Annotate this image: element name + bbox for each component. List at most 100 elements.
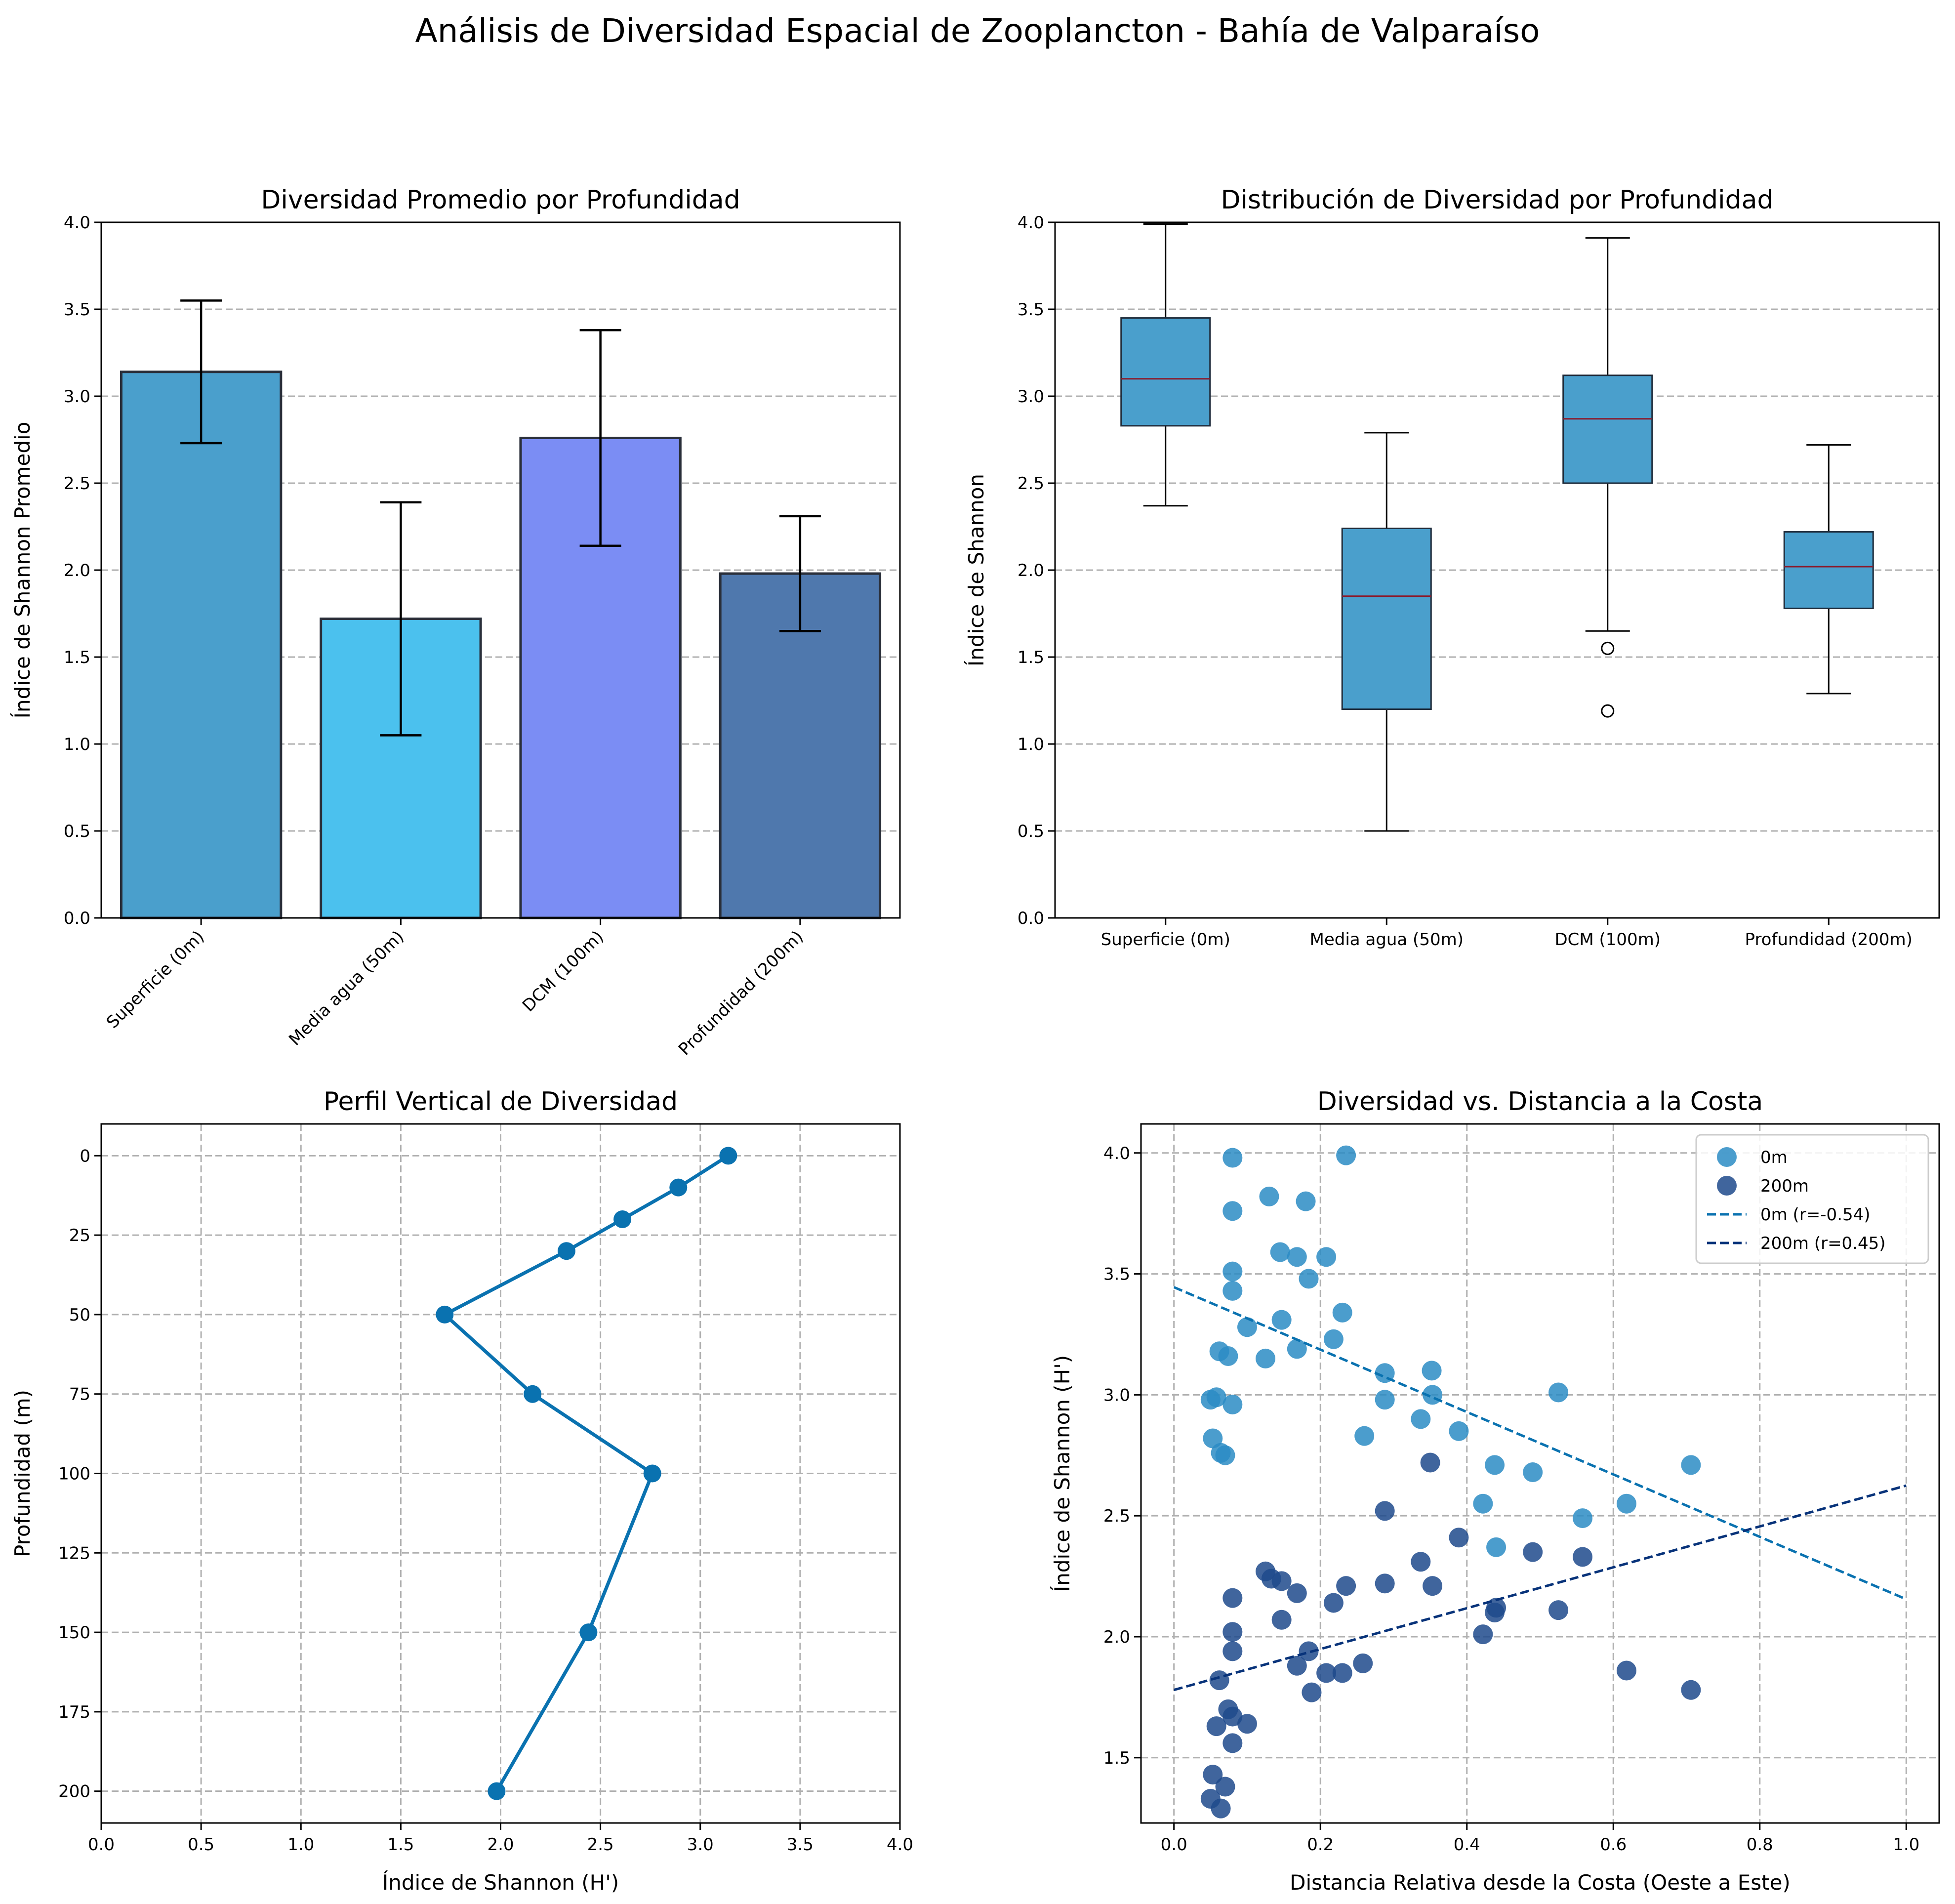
boxplot-diversity-distribution: 0.0 0.5 1.0 1.5 2.0 2.5 3.0 3.5 4.0 Superficie (0… [964, 185, 1940, 950]
scatter-point [1271, 1571, 1292, 1591]
y-tick-label: 150 [58, 1623, 90, 1643]
outlier-point [1601, 641, 1615, 655]
scatter-point [1271, 1610, 1292, 1630]
y-tick-label: 1.5 [1018, 648, 1044, 667]
profile-point [488, 1782, 506, 1800]
scatter-point [1287, 1339, 1307, 1359]
y-axis-label: Profundidad (m) [10, 1390, 35, 1557]
scatter-point [1332, 1663, 1352, 1683]
x-axis-label: Distancia Relativa desde la Costa (Oeste… [1290, 1870, 1791, 1895]
x-tick-label: 4.0 [887, 1835, 913, 1855]
scatter-point [1287, 1656, 1307, 1676]
y-axis-label: Índice de Shannon Promedio [10, 422, 35, 719]
y-tick-label: 50 [69, 1305, 90, 1325]
scatter-point [1548, 1600, 1569, 1620]
y-tick-label: 2.5 [64, 474, 90, 494]
y-tick-label: 3.0 [1103, 1385, 1130, 1405]
profile-point [669, 1178, 688, 1197]
scatter-point [1222, 1201, 1243, 1221]
scatter-point [1375, 1390, 1395, 1410]
scatter-diversity-vs-distance: 1.5 2.0 2.5 3.0 3.5 4.0 0.0 0.2 0.4 0.6 0.8 1.0 0m 20… [1050, 1087, 1940, 1895]
plot-frame [100, 1123, 901, 1824]
scatter-point [1256, 1348, 1276, 1368]
scatter-point [1270, 1242, 1290, 1262]
profile-point [643, 1464, 661, 1483]
profile-point [579, 1623, 598, 1642]
y-tick-label: 1.5 [1103, 1748, 1130, 1768]
y-tick-label: 3.5 [1103, 1265, 1130, 1284]
y-tick-label: 0.0 [64, 909, 90, 928]
scatter-point [1353, 1653, 1373, 1673]
scatter-point [1422, 1361, 1442, 1381]
scatter-point [1523, 1542, 1543, 1562]
y-tick-label: 75 [69, 1385, 90, 1405]
scatter-point [1237, 1317, 1257, 1337]
chart-title: Perfil Vertical de Diversidad [324, 1087, 678, 1117]
y-tick-label: 25 [69, 1226, 90, 1245]
x-tick-label: 0.4 [1454, 1835, 1480, 1855]
x-tick-label: 3.0 [687, 1835, 714, 1855]
profile-point [524, 1385, 542, 1403]
scatter-point [1323, 1593, 1344, 1613]
scatter-point [1485, 1455, 1505, 1475]
scatter-point [1222, 1148, 1243, 1168]
y-tick-label: 0 [80, 1146, 90, 1166]
scatter-point [1316, 1247, 1337, 1267]
box [1783, 531, 1874, 609]
x-tick-label: 1.0 [287, 1835, 314, 1855]
scatter-point [1287, 1583, 1307, 1603]
scatter-point [1423, 1576, 1443, 1596]
scatter-point [1473, 1493, 1493, 1514]
chart-title: Diversidad vs. Distancia a la Costa [1317, 1087, 1763, 1117]
x-tick-label: 0.2 [1307, 1835, 1334, 1855]
line-chart-vertical-profile: 0 25 50 75 100 125 150 175 200 0.0 0.5 1.0 1.5 2.0 2.5… [10, 1087, 913, 1895]
scatter-point [1316, 1663, 1337, 1683]
scatter-point [1222, 1641, 1243, 1661]
x-tick-label: 1.5 [387, 1835, 414, 1855]
scatter-point [1222, 1622, 1243, 1642]
scatter-point [1299, 1269, 1319, 1289]
y-tick-label: 4.0 [64, 213, 90, 233]
profile-point [613, 1210, 632, 1228]
y-tick-label: 125 [58, 1543, 90, 1563]
scatter-point [1296, 1191, 1316, 1211]
x-tick-label: 0.0 [1161, 1835, 1187, 1855]
y-tick-label: 3.5 [64, 300, 90, 320]
scatter-point [1616, 1660, 1636, 1681]
x-tick-label: Profundidad (200m) [1745, 930, 1913, 950]
scatter-point [1206, 1716, 1226, 1737]
y-tick-label: 3.0 [64, 387, 90, 407]
scatter-point [1271, 1310, 1292, 1330]
y-axis-label: Índice de Shannon (H') [1050, 1355, 1074, 1592]
legend-label: 0m [1760, 1148, 1788, 1167]
y-tick-label: 3.0 [1018, 387, 1044, 407]
scatter-point [1222, 1281, 1243, 1301]
y-tick-label: 2.0 [64, 561, 90, 580]
scatter-point [1222, 1261, 1243, 1282]
trend-line [1174, 1484, 1907, 1692]
y-axis-label: Índice de Shannon [964, 474, 988, 666]
legend-label: 200m (r=0.45) [1760, 1234, 1886, 1253]
box [1341, 528, 1432, 710]
scatter-point [1323, 1329, 1344, 1349]
scatter-point [1222, 1706, 1243, 1727]
y-tick-label: 100 [58, 1464, 90, 1484]
y-tick-label: 2.0 [1018, 561, 1044, 580]
scatter-point [1203, 1428, 1223, 1449]
profile-point [719, 1147, 737, 1165]
y-tick-label: 200 [58, 1782, 90, 1802]
x-axis-label: Índice de Shannon (H') [382, 1870, 619, 1895]
y-tick-label: 4.0 [1018, 213, 1044, 233]
y-tick-label: 4.0 [1103, 1144, 1130, 1163]
chart-title: Diversidad Promedio por Profundidad [261, 185, 740, 215]
scatter-point [1449, 1528, 1469, 1548]
scatter-point [1354, 1426, 1375, 1446]
scatter-point [1375, 1573, 1395, 1594]
y-tick-label: 1.0 [64, 735, 90, 754]
outlier-point [1601, 704, 1615, 718]
y-tick-label: 1.0 [1018, 735, 1044, 754]
legend-label: 200m [1760, 1176, 1809, 1196]
scatter-point [1486, 1537, 1507, 1557]
x-tick-label: 0.5 [188, 1835, 214, 1855]
